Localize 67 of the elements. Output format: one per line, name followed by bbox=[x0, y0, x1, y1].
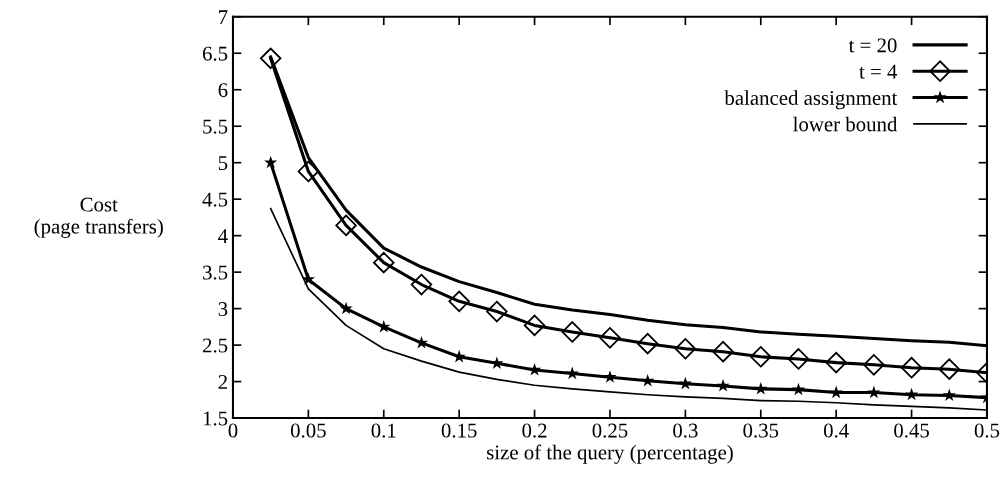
point bbox=[414, 335, 429, 349]
x-tick-label: 0.15 bbox=[441, 423, 477, 438]
y-tick-label: 2 bbox=[218, 375, 227, 389]
point bbox=[641, 373, 655, 387]
y-tick-label: 5 bbox=[218, 156, 228, 171]
y-axis-title: Cost (page transfers) bbox=[34, 197, 163, 238]
point bbox=[904, 387, 919, 401]
x-tick-label: 0.25 bbox=[592, 423, 628, 438]
point bbox=[754, 381, 768, 395]
legend-label: t = 4 bbox=[859, 64, 898, 79]
x-tick-label: 0.05 bbox=[290, 423, 326, 438]
x-tick-label: 0.45 bbox=[894, 423, 929, 438]
x-tick-label: 0.1 bbox=[371, 423, 396, 438]
point bbox=[674, 338, 697, 360]
point bbox=[900, 356, 923, 379]
point bbox=[599, 327, 621, 349]
point bbox=[942, 388, 956, 402]
point bbox=[829, 385, 843, 399]
point bbox=[527, 362, 542, 376]
x-tick-label: 0.2 bbox=[522, 423, 547, 438]
y-tick-label: 3.5 bbox=[203, 265, 228, 280]
point bbox=[297, 160, 320, 183]
point bbox=[863, 354, 885, 376]
legend-label: t = 20 bbox=[848, 38, 897, 53]
x-tick-label: 0 bbox=[228, 423, 238, 438]
point bbox=[301, 272, 315, 286]
point bbox=[410, 273, 433, 296]
point bbox=[712, 340, 734, 363]
point bbox=[825, 351, 847, 374]
x-axis-title: size of the query (percentage) bbox=[487, 444, 733, 464]
point bbox=[373, 251, 395, 274]
legend-label: balanced assignment bbox=[724, 90, 898, 110]
y-tick-label: 6 bbox=[218, 83, 228, 98]
point bbox=[716, 379, 730, 392]
x-tick-label: 0.5 bbox=[974, 423, 1000, 438]
point bbox=[867, 385, 881, 399]
y-tick-label: 3 bbox=[218, 302, 228, 317]
point bbox=[787, 348, 810, 370]
y-tick-label: 6.5 bbox=[202, 46, 228, 61]
y-tick-label: 4 bbox=[218, 229, 228, 243]
point bbox=[377, 319, 391, 333]
y-tick-label: 4.5 bbox=[202, 192, 228, 207]
point bbox=[565, 366, 579, 380]
point bbox=[750, 346, 772, 368]
legend-label: lower bound bbox=[793, 116, 898, 132]
point bbox=[938, 358, 960, 380]
point bbox=[636, 332, 659, 355]
y-tick-label: 1.5 bbox=[203, 411, 228, 426]
point bbox=[523, 314, 546, 337]
point bbox=[452, 349, 466, 363]
point bbox=[603, 370, 617, 383]
x-tick-label: 0.3 bbox=[673, 423, 698, 438]
point bbox=[678, 376, 692, 390]
point bbox=[264, 155, 278, 169]
point bbox=[448, 290, 470, 313]
point bbox=[339, 301, 353, 315]
y-tick-label: 2.5 bbox=[202, 338, 228, 353]
y-tick-label: 5.5 bbox=[203, 119, 228, 134]
y-tick-label: 7 bbox=[219, 10, 228, 24]
point bbox=[335, 214, 357, 237]
x-tick-label: 0.35 bbox=[743, 423, 779, 438]
point bbox=[791, 382, 806, 396]
x-tick-label: 0.4 bbox=[823, 423, 849, 438]
point bbox=[490, 356, 504, 369]
point bbox=[561, 321, 583, 343]
point bbox=[259, 47, 282, 70]
point bbox=[486, 300, 508, 323]
